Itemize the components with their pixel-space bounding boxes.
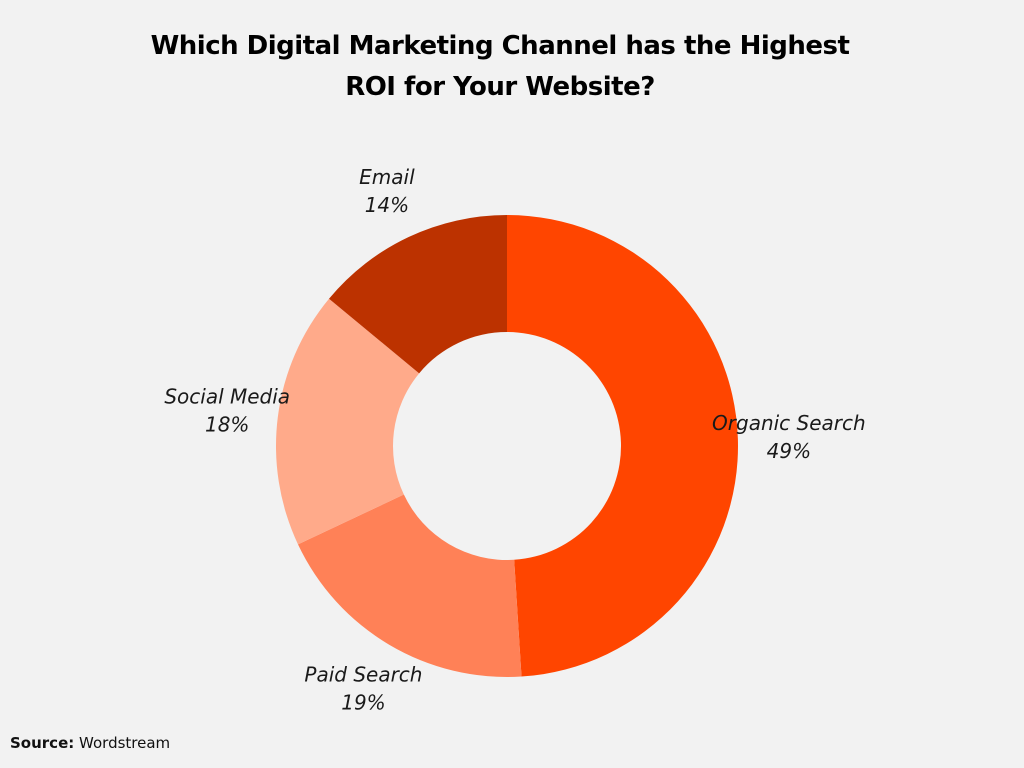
- chart-title-line-1: Which Digital Marketing Channel has the …: [150, 31, 850, 61]
- slice-label-percent: 19%: [341, 691, 385, 715]
- slice-label-paid-search: Paid Search 19%: [304, 663, 422, 715]
- slice-label-name: Paid Search: [304, 663, 422, 687]
- slice-social-media: [275, 298, 420, 545]
- slice-label-social-media: Social Media 18%: [164, 385, 290, 437]
- slice-label-percent: 18%: [205, 413, 249, 437]
- source-label: Source:: [10, 734, 75, 752]
- slice-label-name: Email: [359, 165, 415, 189]
- slice-label-percent: 49%: [767, 439, 811, 463]
- slice-label-name: Organic Search: [712, 411, 866, 435]
- slice-organic-search: [507, 215, 738, 677]
- slice-paid-search: [297, 494, 522, 677]
- chart-title-line-2: ROI for Your Website?: [345, 72, 655, 102]
- source-note: Source: Wordstream: [10, 734, 170, 752]
- slice-label-organic-search: Organic Search 49%: [712, 411, 866, 463]
- slice-label-percent: 14%: [365, 193, 409, 217]
- source-text: Wordstream: [79, 734, 171, 752]
- slice-email: [329, 215, 507, 374]
- chart-title: Which Digital Marketing Channel has the …: [0, 26, 1000, 108]
- slice-labels: Organic Search 49% Paid Search 19% Social Me…: [164, 165, 865, 715]
- slice-label-email: Email 14%: [359, 165, 415, 217]
- donut-slices: [275, 215, 738, 677]
- slice-label-name: Social Media: [164, 385, 290, 409]
